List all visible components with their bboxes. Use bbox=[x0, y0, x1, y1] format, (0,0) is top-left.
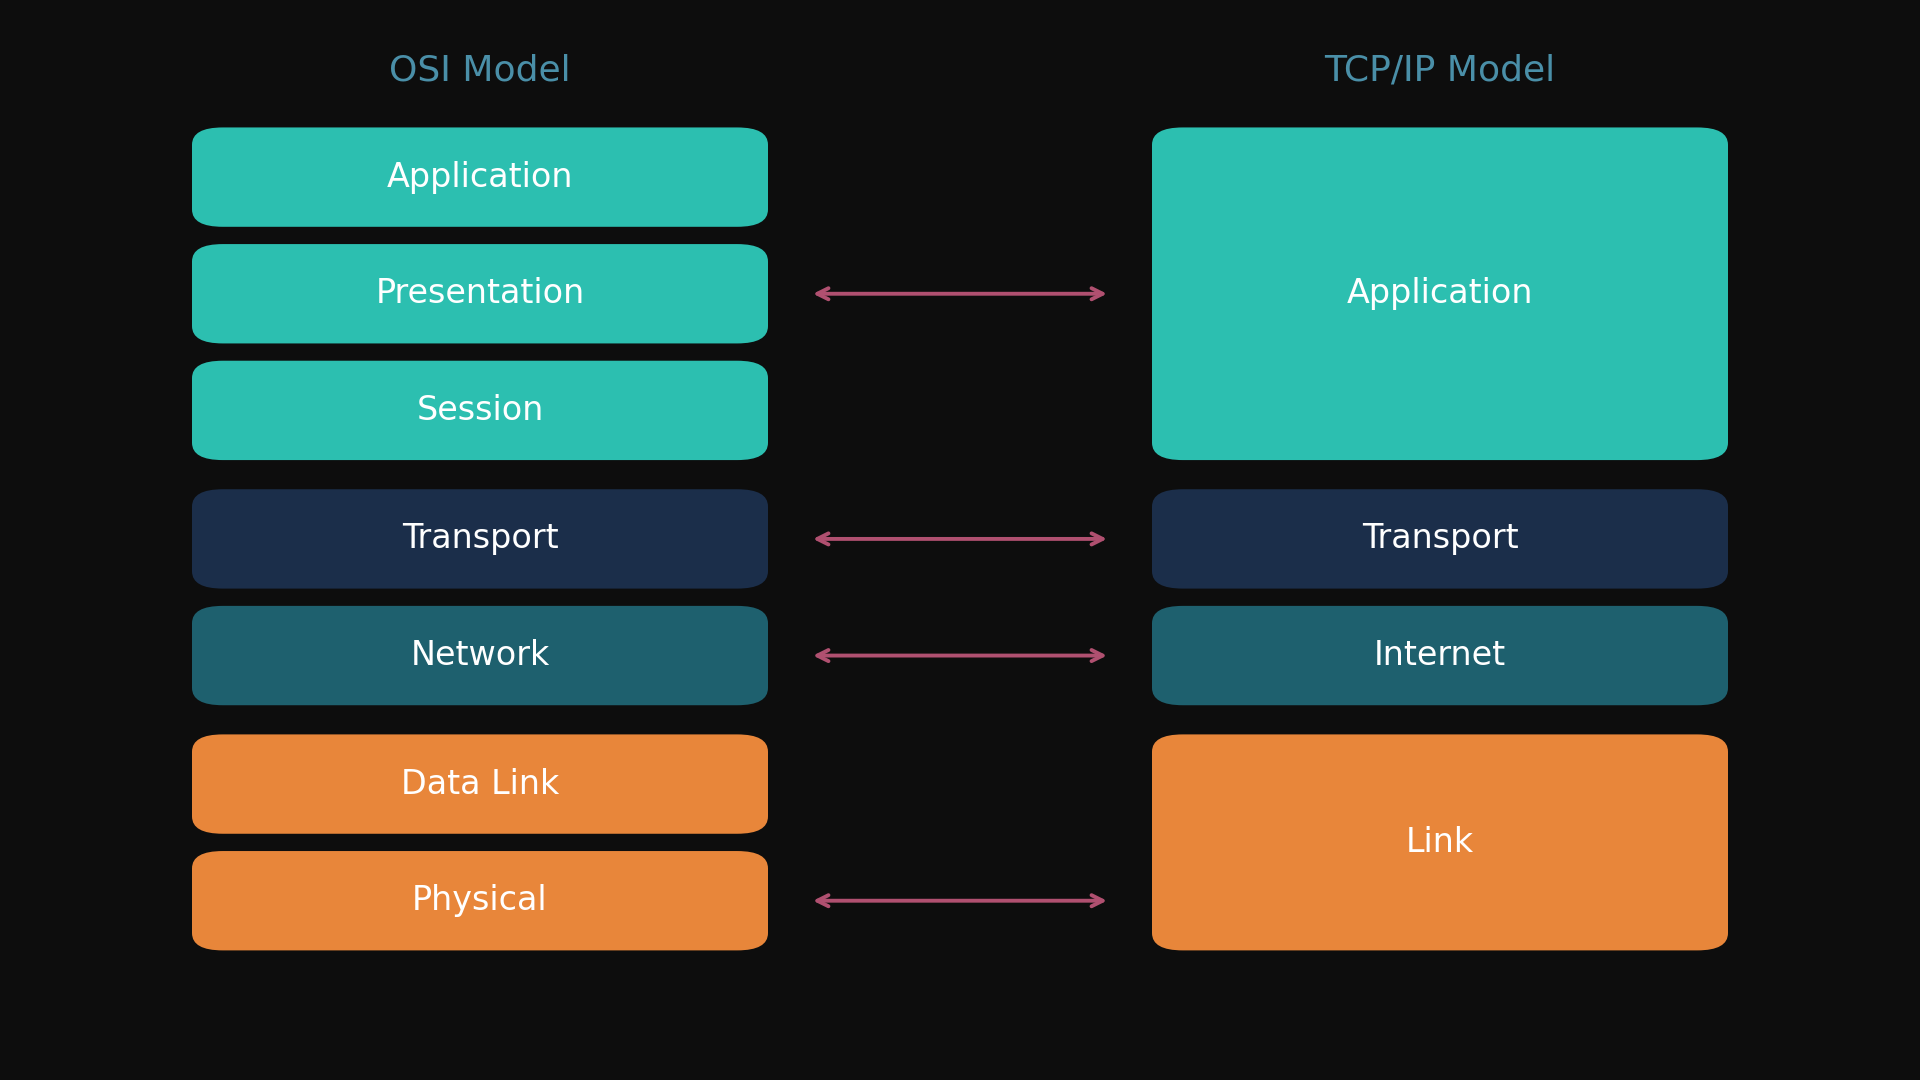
FancyBboxPatch shape bbox=[192, 244, 768, 343]
Text: TCP/IP Model: TCP/IP Model bbox=[1325, 53, 1555, 87]
FancyBboxPatch shape bbox=[192, 489, 768, 589]
FancyBboxPatch shape bbox=[1152, 489, 1728, 589]
FancyBboxPatch shape bbox=[192, 851, 768, 950]
Text: Application: Application bbox=[1346, 278, 1534, 310]
Text: Transport: Transport bbox=[1361, 523, 1519, 555]
FancyBboxPatch shape bbox=[192, 361, 768, 460]
FancyBboxPatch shape bbox=[192, 127, 768, 227]
Text: Physical: Physical bbox=[413, 885, 547, 917]
FancyBboxPatch shape bbox=[1152, 606, 1728, 705]
Text: Application: Application bbox=[386, 161, 574, 193]
FancyBboxPatch shape bbox=[1152, 127, 1728, 460]
FancyBboxPatch shape bbox=[1152, 734, 1728, 950]
Text: Transport: Transport bbox=[401, 523, 559, 555]
Text: Presentation: Presentation bbox=[376, 278, 584, 310]
Text: Session: Session bbox=[417, 394, 543, 427]
Text: Network: Network bbox=[411, 639, 549, 672]
Text: OSI Model: OSI Model bbox=[390, 53, 570, 87]
FancyBboxPatch shape bbox=[192, 606, 768, 705]
Text: Data Link: Data Link bbox=[401, 768, 559, 800]
Text: Internet: Internet bbox=[1375, 639, 1505, 672]
Text: Link: Link bbox=[1405, 826, 1475, 859]
FancyBboxPatch shape bbox=[192, 734, 768, 834]
